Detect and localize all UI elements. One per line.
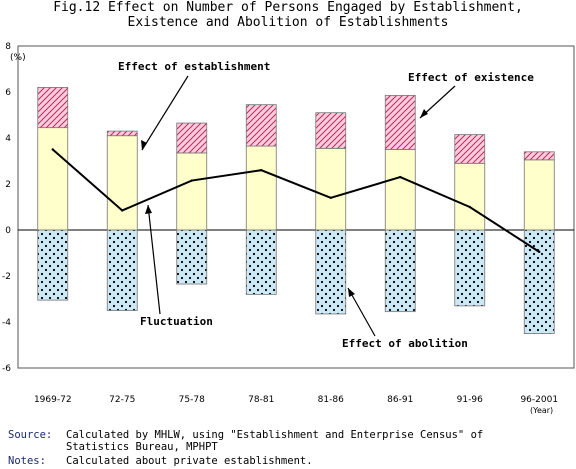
bar-existence xyxy=(176,152,208,231)
bar-abolition xyxy=(106,229,138,311)
bar-abolition xyxy=(523,229,555,334)
bars xyxy=(37,87,555,334)
y-tick-label: 2 xyxy=(5,180,11,190)
x-tick-label: 78-81 xyxy=(248,395,274,405)
annotation-arrow-fluctuation xyxy=(147,204,161,315)
source-text: Calculated by MHLW, using "Establishment… xyxy=(66,429,484,453)
bar-existence xyxy=(384,149,416,231)
fluctuation-point xyxy=(468,205,471,209)
bar-establishment xyxy=(454,134,486,164)
x-tick-label: 75-78 xyxy=(179,395,205,405)
y-tick-label: 8 xyxy=(5,42,11,52)
fluctuation-point xyxy=(260,169,263,172)
bar-existence xyxy=(37,127,69,231)
y-axis-unit-label: (%) xyxy=(10,53,26,63)
bar-existence xyxy=(106,135,138,231)
bar-existence xyxy=(523,159,555,231)
y-tick-label: -2 xyxy=(2,272,11,282)
bar-abolition xyxy=(454,229,486,307)
fluctuation-point xyxy=(190,179,193,182)
annotation-arrowhead-existence xyxy=(420,109,428,118)
bar-abolition xyxy=(37,229,69,301)
y-tick-label: -6 xyxy=(2,364,11,374)
annotation-effect-of-abolition: Effect of abolition xyxy=(342,337,468,350)
annotation-arrowhead-fluctuation xyxy=(145,205,152,214)
fluctuation-point xyxy=(399,175,402,179)
fluctuation-point xyxy=(51,148,54,151)
bar-existence xyxy=(454,162,486,231)
y-tick-label: 6 xyxy=(5,88,11,98)
bar-establishment xyxy=(315,112,347,149)
chart-title-line-2: Existence and Abolition of Establishment… xyxy=(127,15,449,30)
bar-existence xyxy=(245,145,277,231)
bar-establishment xyxy=(37,87,69,129)
bar-establishment xyxy=(106,130,138,137)
fluctuation-point xyxy=(538,250,541,254)
bar-abolition xyxy=(176,229,208,285)
x-tick-label: 72-75 xyxy=(109,395,135,405)
fluctuation-point xyxy=(329,196,332,199)
source-label: Source: xyxy=(8,429,53,441)
x-tick-label: 86-91 xyxy=(387,395,413,405)
x-axis-unit-label: (Year) xyxy=(530,406,553,415)
y-tick-label: -4 xyxy=(2,318,11,328)
x-tick-label: 91-96 xyxy=(457,395,483,405)
annotation-effect-of-existence: Effect of existence xyxy=(408,71,534,84)
plot-border xyxy=(17,45,575,369)
bar-establishment xyxy=(176,122,208,154)
annotation-arrow-establishment xyxy=(141,75,189,151)
annotation-fluctuation: Fluctuation xyxy=(140,315,213,328)
bar-establishment xyxy=(523,151,555,161)
y-tick-label: 0 xyxy=(5,226,11,236)
notes-label: Notes: xyxy=(8,455,46,467)
x-tick-label: 1969-72 xyxy=(34,395,72,405)
bar-abolition xyxy=(384,229,416,313)
annotation-arrow-abolition xyxy=(347,287,376,337)
stacked-bar-chart: -6 -4 -2 0 2 4 6 8 (%) 1969-72 72-75 75-78 78-81 81… xyxy=(2,42,575,415)
fluctuation-line xyxy=(51,148,541,254)
fluctuation-polyline xyxy=(52,148,540,253)
notes-text: Calculated about private establishment. xyxy=(66,455,313,467)
bar-abolition xyxy=(315,229,347,315)
chart-title-line-1: Fig.12 Effect on Number of Persons Engag… xyxy=(53,0,523,15)
bar-establishment xyxy=(384,95,416,150)
x-tick-label: 81-86 xyxy=(318,395,344,405)
y-tick-label: 4 xyxy=(5,134,11,144)
y-axis: -6 -4 -2 0 2 4 6 8 xyxy=(2,42,11,374)
bar-existence xyxy=(315,147,347,231)
bar-establishment xyxy=(245,104,277,147)
source-note: Source: Calculated by MHLW, using "Establ… xyxy=(8,429,536,453)
x-axis: 1969-72 72-75 75-78 78-81 81-86 86-91 91-96 96-… xyxy=(34,395,558,405)
annotation-arrowhead-establishment xyxy=(141,140,147,150)
x-tick-label: 96-2001 xyxy=(520,395,558,405)
bar-abolition xyxy=(245,229,277,295)
fluctuation-point xyxy=(121,209,124,212)
notes-note: Notes: Calculated about private establish… xyxy=(8,455,536,467)
plot-area xyxy=(17,45,575,369)
annotation-effect-of-establishment: Effect of establishment xyxy=(118,60,270,73)
annotation-arrowhead-abolition xyxy=(348,288,355,297)
chart-title: Fig.12 Effect on Number of Persons Engag… xyxy=(0,0,576,30)
